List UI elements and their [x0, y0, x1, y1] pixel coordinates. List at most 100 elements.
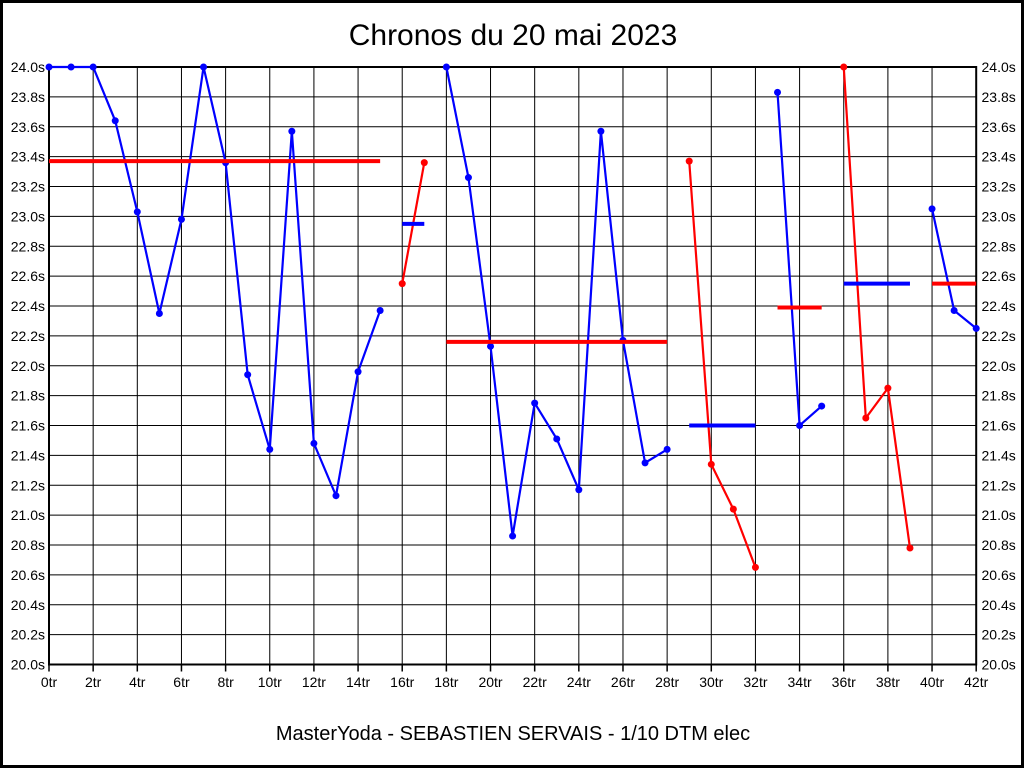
lap-data-point [928, 205, 936, 213]
lap-data-point [442, 63, 450, 71]
plot-frame [48, 66, 978, 666]
x-tick-label: 40tr [920, 674, 944, 690]
lap-data-point [288, 127, 296, 135]
y-tick-label-left: 21.6s [11, 418, 45, 434]
lap-time-series [45, 63, 980, 571]
y-tick-label-left: 20.8s [11, 537, 45, 553]
lap-data-point [487, 342, 495, 350]
lap-data-point [420, 159, 428, 167]
y-tick-label-left: 20.6s [11, 567, 45, 583]
y-tick-label-left: 23.4s [11, 149, 45, 165]
stint-line [842, 66, 912, 549]
x-tick-label: 18tr [434, 674, 458, 690]
x-tick-label: 6tr [173, 674, 190, 690]
lap-data-point [531, 399, 539, 407]
lap-data-point [774, 88, 782, 96]
lap-data-point [751, 563, 759, 571]
lap-data-point [376, 306, 384, 314]
lap-data-point [332, 492, 340, 500]
lap-data-point [553, 435, 561, 443]
x-tick-label: 12tr [302, 674, 326, 690]
lap-data-point [354, 368, 362, 376]
y-tick-label-right: 20.2s [982, 627, 1016, 643]
y-axis-labels-left: 24.0s 23.8s 23.6s 23.4s 23.2s 23.0s 22.8s 22.6s… [11, 59, 45, 673]
y-tick-label-right: 20.4s [982, 597, 1016, 613]
y-tick-label-right: 23.8s [982, 89, 1016, 105]
y-tick-label-left: 22.4s [11, 298, 45, 314]
x-tick-label: 34tr [788, 674, 812, 690]
lap-data-point [950, 306, 958, 314]
x-tick-label: 32tr [743, 674, 767, 690]
lap-data-point [266, 445, 274, 453]
lap-data-point [398, 280, 406, 288]
y-tick-label-right: 21.6s [982, 418, 1016, 434]
x-axis-labels: 0tr 2tr 4tr 6tr 8tr 10tr 12tr 14tr 16tr 18tr 20tr 2… [41, 674, 989, 690]
y-tick-label-left: 22.2s [11, 328, 45, 344]
y-tick-label-left: 22.6s [11, 268, 45, 284]
y-tick-label-left: 22.8s [11, 238, 45, 254]
lap-data-point [972, 324, 980, 332]
y-tick-label-right: 22.6s [982, 268, 1016, 284]
y-tick-label-right: 22.8s [982, 238, 1016, 254]
y-tick-label-left: 24.0s [11, 59, 45, 75]
lap-data-point [177, 215, 185, 223]
y-tick-label-right: 24.0s [982, 59, 1016, 75]
x-tick-label: 14tr [346, 674, 370, 690]
lap-data-point [729, 505, 737, 513]
lap-data-point [509, 532, 517, 540]
y-tick-label-right: 23.4s [982, 149, 1016, 165]
y-tick-label-right: 23.0s [982, 208, 1016, 224]
gridlines [49, 67, 977, 665]
lap-data-point [155, 309, 163, 317]
lap-data-point [685, 157, 693, 165]
lap-data-point [884, 384, 892, 392]
x-tick-label: 38tr [876, 674, 900, 690]
y-tick-label-left: 21.8s [11, 388, 45, 404]
x-tick-label: 30tr [699, 674, 723, 690]
lap-data-point [818, 402, 826, 410]
y-tick-label-right: 21.8s [982, 388, 1016, 404]
y-tick-label-right: 21.4s [982, 447, 1016, 463]
y-tick-label-left: 20.4s [11, 597, 45, 613]
y-tick-label-right: 22.0s [982, 358, 1016, 374]
y-tick-label-left: 23.6s [11, 119, 45, 135]
lap-data-point [111, 117, 119, 125]
chart-title: Chronos du 20 mai 2023 [349, 19, 678, 52]
x-tick-label: 4tr [129, 674, 146, 690]
axis-ticks [48, 664, 977, 672]
y-tick-label-left: 21.4s [11, 447, 45, 463]
x-tick-label: 2tr [85, 674, 102, 690]
lap-data-point [464, 174, 472, 182]
y-tick-label-right: 23.2s [982, 179, 1016, 195]
y-tick-label-right: 21.0s [982, 507, 1016, 523]
y-tick-label-right: 22.2s [982, 328, 1016, 344]
lap-data-point [840, 63, 848, 71]
x-tick-label: 42tr [964, 674, 988, 690]
y-tick-label-left: 20.0s [11, 657, 45, 673]
y-tick-label-left: 23.0s [11, 208, 45, 224]
lap-data-point [796, 422, 804, 429]
lap-data-point [906, 544, 914, 552]
x-tick-label: 36tr [832, 674, 856, 690]
lap-data-point [67, 63, 75, 71]
y-tick-label-right: 20.8s [982, 537, 1016, 553]
x-tick-label: 8tr [217, 674, 234, 690]
lap-data-point [133, 208, 141, 216]
average-lines [49, 159, 977, 428]
y-tick-label-right: 22.4s [982, 298, 1016, 314]
lap-data-point [641, 459, 649, 467]
y-tick-label-left: 23.8s [11, 89, 45, 105]
y-tick-label-left: 20.2s [11, 627, 45, 643]
stint-line [688, 161, 757, 568]
x-tick-label: 20tr [478, 674, 502, 690]
y-axis-labels-right: 24.0s 23.8s 23.6s 23.4s 23.2s 23.0s 22.8s 22.6s… [982, 59, 1016, 673]
x-tick-label: 24tr [567, 674, 591, 690]
lap-data-point [244, 371, 252, 379]
y-tick-label-left: 22.0s [11, 358, 45, 374]
lap-data-point [862, 414, 870, 422]
lap-data-point [200, 63, 208, 71]
x-tick-label: 0tr [41, 674, 58, 690]
